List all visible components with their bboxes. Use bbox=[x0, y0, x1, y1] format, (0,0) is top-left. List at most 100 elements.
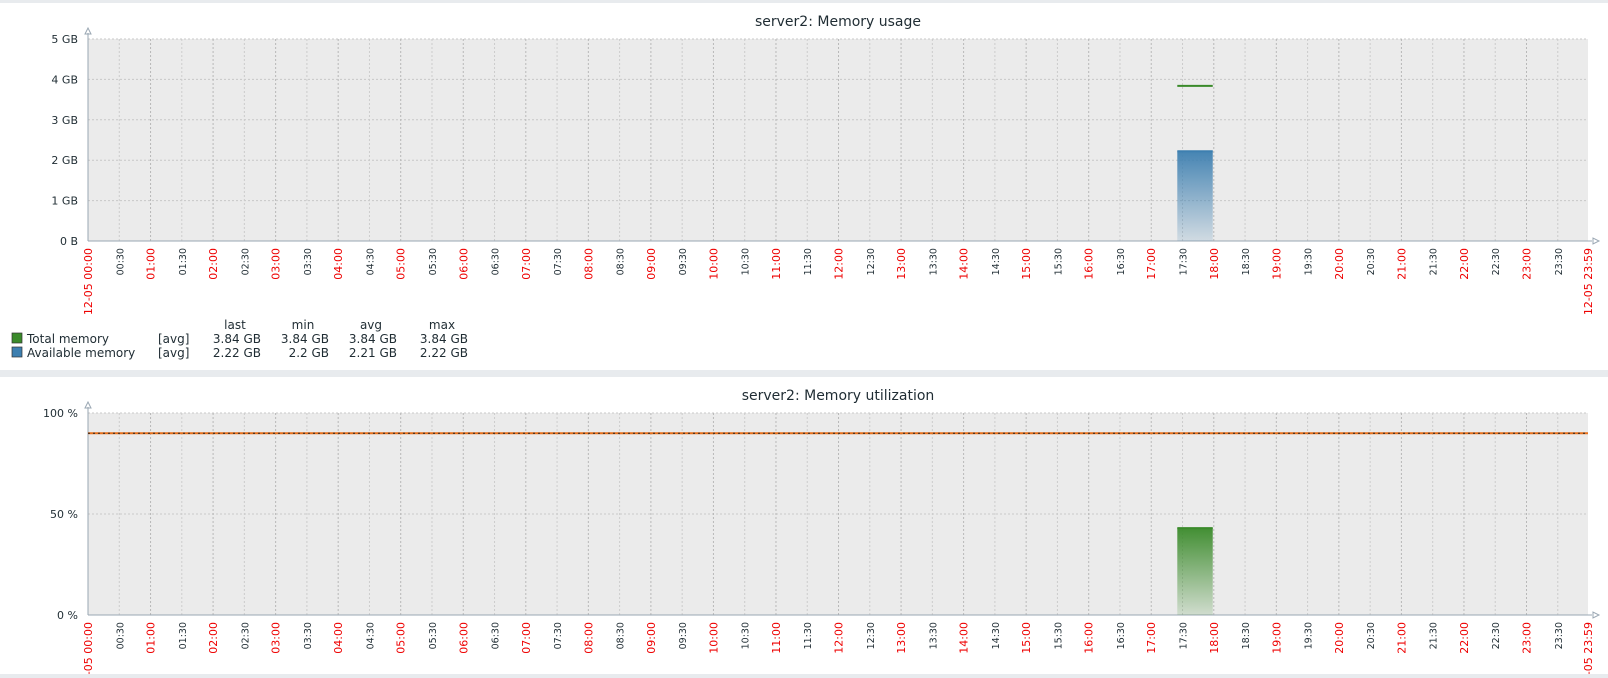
x-tick-label: 08:30 bbox=[616, 248, 627, 275]
x-tick-label: 14:00 bbox=[958, 622, 971, 654]
x-tick-label: 23:30 bbox=[1554, 622, 1565, 649]
x-tick-label: 03:00 bbox=[270, 622, 283, 654]
x-tick-label: 04:00 bbox=[332, 248, 345, 280]
x-tick-label: 02:30 bbox=[240, 622, 251, 649]
x-tick-label: 15:30 bbox=[1053, 622, 1064, 649]
x-tick-label: 00:30 bbox=[115, 622, 126, 649]
y-tick-label: 0 % bbox=[57, 609, 78, 622]
y-tick-label: 2 GB bbox=[51, 154, 78, 167]
legend-series-name: Available memory bbox=[27, 346, 135, 360]
x-tick-label: 20:30 bbox=[1366, 622, 1377, 649]
x-tick-label: 16:30 bbox=[1116, 248, 1127, 275]
y-tick-label: 100 % bbox=[43, 407, 78, 420]
legend-value-avg: 3.84 GB bbox=[349, 332, 397, 346]
x-tick-label: 05:00 bbox=[395, 248, 408, 280]
x-tick-label: 09:30 bbox=[678, 622, 689, 649]
x-axis-arrow bbox=[1592, 611, 1601, 619]
series-area bbox=[1177, 528, 1213, 615]
x-tick-label: 23:00 bbox=[1520, 248, 1533, 280]
x-tick-label: 18:30 bbox=[1241, 622, 1252, 649]
y-tick-label: 4 GB bbox=[51, 73, 78, 86]
x-tick-label: 09:30 bbox=[678, 248, 689, 275]
x-tick-label: 15:00 bbox=[1020, 248, 1033, 280]
x-tick-label: 06:30 bbox=[491, 622, 502, 649]
x-tick-label: 07:30 bbox=[553, 248, 564, 275]
x-tick-label: 16:00 bbox=[1083, 248, 1096, 280]
x-tick-label: 10:30 bbox=[741, 248, 752, 275]
x-tick-label: 00:30 bbox=[115, 248, 126, 275]
x-tick-label: 13:30 bbox=[928, 248, 939, 275]
x-tick-label: 08:00 bbox=[582, 248, 595, 280]
x-tick-label: 21:00 bbox=[1395, 248, 1408, 280]
x-tick-label: 07:30 bbox=[553, 622, 564, 649]
x-tick-label: 09:00 bbox=[645, 622, 658, 654]
x-tick-label: 11:00 bbox=[770, 248, 783, 280]
y-axis-arrow bbox=[84, 26, 92, 35]
x-tick-label: 01:00 bbox=[145, 248, 158, 280]
x-tick-label: 01:00 bbox=[145, 622, 158, 654]
x-tick-label: 20:00 bbox=[1333, 248, 1346, 280]
legend-function: [avg] bbox=[158, 332, 189, 346]
x-tick-label: 02:30 bbox=[240, 248, 251, 275]
memory-utilization-chart: server2: Memory utilization 0 % 50 % 100 % 0… bbox=[43, 388, 1601, 674]
x-tick-label: 14:30 bbox=[991, 622, 1002, 649]
x-tick-label: 02:00 bbox=[207, 248, 220, 280]
x-tick-label: 22:00 bbox=[1458, 248, 1471, 280]
legend-function: [avg] bbox=[158, 346, 189, 360]
legend-header: max bbox=[429, 318, 455, 332]
x-tick-label: 18:00 bbox=[1208, 622, 1221, 654]
x-tick-label: 01:30 bbox=[178, 622, 189, 649]
x-tick-label: 19:00 bbox=[1270, 622, 1283, 654]
x-tick-label: 10:30 bbox=[741, 622, 752, 649]
x-tick-label: 16:00 bbox=[1083, 622, 1096, 654]
x-tick-label: 17:30 bbox=[1179, 248, 1190, 275]
chart-title: server2: Memory usage bbox=[755, 14, 921, 30]
legend-header: avg bbox=[360, 318, 382, 332]
x-tick-label: 04:00 bbox=[332, 622, 345, 654]
x-tick-label: 04:30 bbox=[365, 622, 376, 649]
y-tick-label: 0 B bbox=[60, 235, 78, 248]
x-tick-label: 18:30 bbox=[1241, 248, 1252, 275]
x-end-label: -05 23:59 bbox=[1582, 622, 1595, 674]
x-tick-label: 10:00 bbox=[707, 248, 720, 280]
x-tick-label: 14:00 bbox=[958, 248, 971, 280]
x-tick-label: 07:00 bbox=[520, 248, 533, 280]
legend-value-avg: 2.21 GB bbox=[349, 346, 397, 360]
legend-value-max: 3.84 GB bbox=[420, 332, 468, 346]
x-tick-label: 15:00 bbox=[1020, 622, 1033, 654]
x-tick-label: 23:30 bbox=[1554, 248, 1565, 275]
x-tick-label: 19:00 bbox=[1270, 248, 1283, 280]
x-tick-label: 22:00 bbox=[1458, 622, 1471, 654]
legend-header: last bbox=[224, 318, 246, 332]
y-tick-label: 3 GB bbox=[51, 114, 78, 127]
x-tick-label: 13:30 bbox=[928, 622, 939, 649]
x-tick-label: 20:30 bbox=[1366, 248, 1377, 275]
y-axis-arrow bbox=[84, 400, 92, 409]
x-tick-label: 05:00 bbox=[395, 622, 408, 654]
x-tick-label: 16:30 bbox=[1116, 622, 1127, 649]
x-tick-label: 05:30 bbox=[428, 622, 439, 649]
x-tick-label: 12:30 bbox=[866, 248, 877, 275]
memory-usage-chart: server2: Memory usage 0 B 1 GB 2 GB 3 GB 4 GB… bbox=[11, 14, 1601, 360]
x-tick-label: 22:30 bbox=[1491, 248, 1502, 275]
x-tick-label: 17:00 bbox=[1145, 622, 1158, 654]
x-tick-label: 13:00 bbox=[895, 622, 908, 654]
legend-value-max: 2.22 GB bbox=[420, 346, 468, 360]
legend-swatch bbox=[11, 346, 23, 358]
x-tick-label: 03:30 bbox=[303, 248, 314, 275]
x-tick-label: 19:30 bbox=[1304, 248, 1315, 275]
x-tick-label: 17:00 bbox=[1145, 248, 1158, 280]
legend-value-last: 3.84 GB bbox=[213, 332, 261, 346]
legend-series-name: Total memory bbox=[26, 332, 109, 346]
x-tick-label: 11:30 bbox=[803, 622, 814, 649]
x-tick-label: 17:30 bbox=[1179, 622, 1190, 649]
x-end-label: 12-05 23:59 bbox=[1582, 248, 1595, 315]
x-tick-label: 12:00 bbox=[833, 248, 846, 280]
x-tick-label: 15:30 bbox=[1053, 248, 1064, 275]
x-tick-label: 10:00 bbox=[707, 622, 720, 654]
y-tick-label: 50 % bbox=[50, 508, 78, 521]
legend-swatch bbox=[11, 332, 23, 344]
x-tick-label: 06:30 bbox=[491, 248, 502, 275]
x-tick-label: 18:00 bbox=[1208, 248, 1221, 280]
x-tick-label: 05:30 bbox=[428, 248, 439, 275]
